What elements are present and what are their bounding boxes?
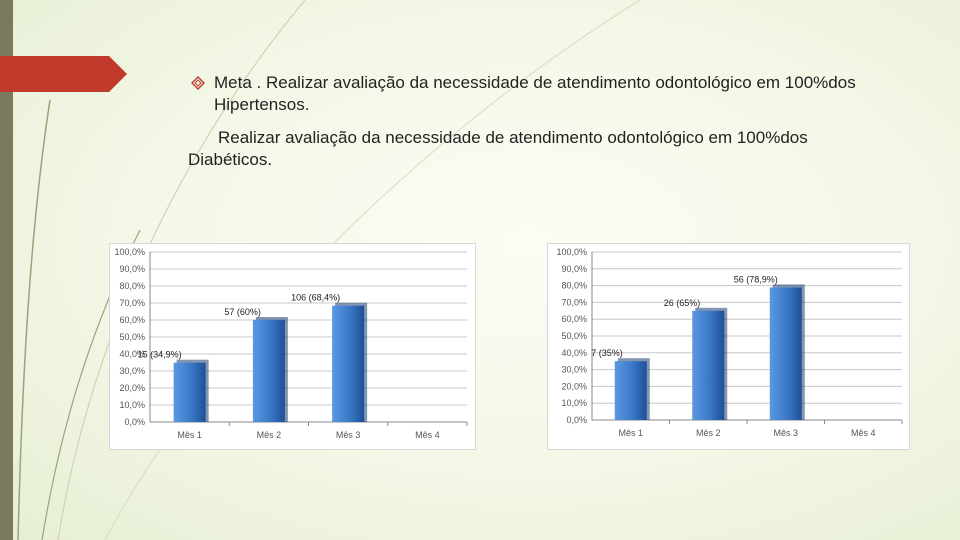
bar xyxy=(332,305,365,422)
x-tick-label: Mês 3 xyxy=(336,430,361,440)
bar xyxy=(692,310,725,420)
y-tick-label: 50,0% xyxy=(561,331,587,341)
bullet-item: Meta . Realizar avaliação da necessidade… xyxy=(190,72,880,116)
y-tick-label: 20,0% xyxy=(119,383,145,393)
y-tick-label: 50,0% xyxy=(119,332,145,342)
y-tick-label: 60,0% xyxy=(561,314,587,324)
diamond-outline-icon xyxy=(191,76,205,90)
y-tick-label: 10,0% xyxy=(119,400,145,410)
bullet-text: Meta . Realizar avaliação da necessidade… xyxy=(214,73,856,114)
x-tick-label: Mês 3 xyxy=(773,428,798,438)
x-tick-label: Mês 4 xyxy=(851,428,876,438)
decor-curve-1 xyxy=(17,99,51,540)
x-tick-label: Mês 1 xyxy=(618,428,643,438)
y-tick-label: 100,0% xyxy=(114,247,145,257)
y-tick-label: 70,0% xyxy=(561,297,587,307)
paragraph-text: Realizar avaliação da necessidade de ate… xyxy=(188,128,808,169)
y-tick-label: 80,0% xyxy=(119,281,145,291)
bar xyxy=(173,362,206,422)
y-tick-label: 20,0% xyxy=(561,381,587,391)
y-tick-label: 10,0% xyxy=(561,398,587,408)
y-tick-label: 100,0% xyxy=(556,247,587,257)
data-label: 26 (65%) xyxy=(664,298,701,308)
x-tick-label: Mês 2 xyxy=(696,428,721,438)
data-label: 15 (34,9%) xyxy=(138,350,182,360)
bar xyxy=(769,287,802,420)
y-tick-label: 80,0% xyxy=(561,281,587,291)
y-tick-label: 40,0% xyxy=(119,349,145,359)
y-tick-label: 40,0% xyxy=(561,348,587,358)
y-tick-label: 0,0% xyxy=(124,417,145,427)
data-label: 57 (60%) xyxy=(224,307,261,317)
data-label: 7 (35%) xyxy=(591,348,623,358)
bar xyxy=(614,361,647,420)
y-tick-label: 90,0% xyxy=(561,264,587,274)
chart-diabeticos-svg: 0,0% 10,0% 20,0% 30,0% 40,0% 50,0% 60,0% 70,0% 8… xyxy=(556,247,903,438)
x-tick-label: Mês 1 xyxy=(177,430,202,440)
y-tick-label: 30,0% xyxy=(119,366,145,376)
y-tick-label: 90,0% xyxy=(119,264,145,274)
x-tick-label: Mês 4 xyxy=(415,430,440,440)
y-tick-label: 30,0% xyxy=(561,365,587,375)
red-arrow-tab xyxy=(0,56,127,92)
left-accent-bar xyxy=(0,0,13,540)
data-label: 56 (78,9%) xyxy=(734,274,778,284)
chart-diabeticos: 0,0% 10,0% 20,0% 30,0% 40,0% 50,0% 60,0% 70,0% 8… xyxy=(547,243,910,450)
y-tick-label: 60,0% xyxy=(119,315,145,325)
y-tick-label: 70,0% xyxy=(119,298,145,308)
x-tick-label: Mês 2 xyxy=(257,430,282,440)
y-tick-label: 0,0% xyxy=(566,415,587,425)
chart-hipertensos-svg: 0,0% 10,0% 20,0% 30,0% 40,0% 50,0% 60,0% 70,0% 8… xyxy=(114,247,468,440)
data-label: 106 (68,4%) xyxy=(291,293,340,303)
bar xyxy=(252,320,285,422)
chart-hipertensos: 0,0% 10,0% 20,0% 30,0% 40,0% 50,0% 60,0% 70,0% 8… xyxy=(109,243,476,450)
